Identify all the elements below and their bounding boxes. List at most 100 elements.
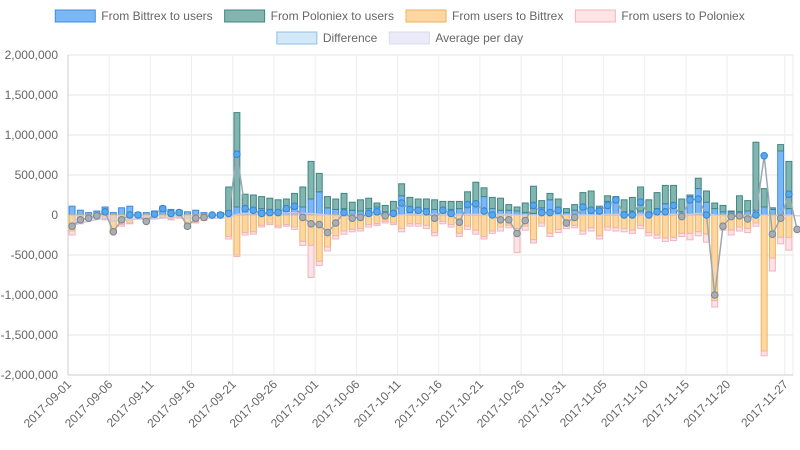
difference-point (793, 225, 800, 234)
difference-point (84, 214, 93, 222)
bar-from-poloniex-to-users (381, 204, 389, 213)
bar-from-users-to-poloniex (694, 231, 702, 237)
difference-point (463, 200, 472, 209)
legend-item-from-bittrex-to-users[interactable]: From Bittrex to users (54, 9, 213, 23)
difference-point (183, 222, 192, 230)
bar-from-poloniex-to-users (521, 202, 529, 214)
bar-from-poloniex-to-users (661, 184, 669, 205)
bar-from-users-to-bittrex (274, 214, 282, 227)
bar-from-poloniex-to-users (777, 144, 785, 152)
difference-point (117, 216, 126, 224)
bar-from-poloniex-to-users (447, 200, 455, 210)
bar-from-poloniex-to-users (513, 206, 521, 212)
difference-point (677, 212, 686, 221)
legend-label: From users to Bittrex (452, 9, 563, 23)
difference-point (101, 208, 109, 216)
difference-point (266, 208, 274, 217)
bar-from-poloniex-to-users (604, 195, 612, 202)
legend-swatch (574, 9, 616, 23)
bar-from-users-to-poloniex (315, 260, 323, 266)
bar-from-users-to-poloniex (620, 228, 628, 233)
difference-point (356, 213, 365, 222)
bar-from-users-to-bittrex (637, 214, 645, 226)
legend-item-from-users-to-poloniex[interactable]: From users to Poloniex (574, 9, 745, 23)
bar-from-bittrex-to-users (118, 207, 126, 216)
difference-point (134, 211, 142, 219)
bar-from-poloniex-to-users (348, 201, 356, 211)
difference-point (595, 207, 604, 215)
legend-item-from-users-to-bittrex[interactable]: From users to Bittrex (405, 9, 563, 23)
legend-swatch (276, 31, 318, 45)
difference-point (628, 211, 637, 219)
y-tick-label: 500,000 (15, 168, 59, 182)
bar-from-poloniex-to-users (703, 190, 710, 203)
difference-point (752, 211, 760, 219)
difference-point (669, 201, 678, 210)
bar-from-users-to-bittrex (464, 214, 472, 227)
bar-from-bittrex-to-users (68, 205, 76, 216)
difference-point (529, 201, 538, 210)
difference-point (546, 208, 554, 217)
difference-point (257, 209, 266, 218)
legend[interactable]: From Bittrex to users From Poloniex to us… (54, 9, 745, 45)
bar-from-users-to-poloniex (414, 223, 422, 227)
bar-from-users-to-poloniex (192, 221, 200, 224)
bar-from-users-to-poloniex (480, 236, 488, 240)
bar-from-users-to-poloniex (241, 232, 249, 236)
difference-point (570, 213, 579, 222)
difference-point (76, 216, 85, 224)
legend-item-difference[interactable]: Difference (276, 31, 378, 45)
difference-point (208, 211, 216, 219)
difference-point (743, 215, 752, 223)
bar-from-bittrex-to-users (332, 208, 340, 216)
legend-swatch (388, 31, 430, 45)
bar-from-poloniex-to-users (538, 200, 546, 209)
legend-label: From users to Poloniex (621, 9, 744, 23)
difference-point (158, 204, 167, 213)
bar-from-users-to-bittrex (398, 214, 406, 230)
bar-from-users-to-bittrex (711, 214, 719, 302)
bar-from-poloniex-to-users (357, 199, 364, 212)
bar-from-poloniex-to-users (694, 177, 702, 190)
bar-from-bittrex-to-users (785, 208, 793, 216)
bar-from-users-to-poloniex (398, 228, 406, 233)
bar-from-users-to-poloniex (389, 222, 397, 226)
bar-from-users-to-poloniex (167, 218, 175, 221)
bar-from-users-to-bittrex (760, 214, 768, 352)
bar-from-users-to-poloniex (530, 239, 537, 244)
bar-from-poloniex-to-users (315, 172, 323, 193)
bar-from-users-to-poloniex (785, 236, 793, 251)
difference-point (307, 220, 315, 228)
bar-from-users-to-poloniex (587, 227, 595, 232)
difference-point (175, 208, 184, 217)
bar-from-users-to-poloniex (422, 224, 430, 230)
difference-point (290, 202, 299, 210)
bar-from-bittrex-to-users (324, 207, 331, 216)
difference-point (447, 209, 455, 218)
bar-from-users-to-poloniex (291, 226, 299, 230)
bar-from-users-to-bittrex (406, 214, 414, 225)
difference-point (785, 190, 793, 198)
difference-point (480, 207, 488, 215)
legend-label: Difference (323, 31, 378, 45)
bar-from-users-to-bittrex (373, 214, 381, 225)
difference-point (694, 195, 703, 203)
bar-from-users-to-poloniex (439, 220, 447, 225)
bar-from-users-to-poloniex (282, 224, 290, 227)
y-tick-label: -1,000,000 (1, 288, 59, 302)
bar-from-users-to-poloniex (258, 224, 266, 228)
legend-item-average-per-day[interactable]: Average per day (388, 31, 523, 45)
legend-item-from-poloniex-to-users[interactable]: From Poloniex to users (224, 9, 394, 23)
difference-point (397, 199, 406, 207)
legend-label: From Bittrex to users (101, 9, 212, 23)
difference-point (241, 204, 249, 213)
bar-from-poloniex-to-users (546, 192, 554, 201)
difference-point (488, 211, 497, 219)
bar-from-users-to-bittrex (661, 214, 669, 239)
bar-from-users-to-poloniex (365, 224, 373, 228)
bar-from-users-to-bittrex (439, 214, 447, 222)
bar-from-users-to-poloniex (406, 223, 414, 227)
y-tick-label: 2,000,000 (5, 48, 59, 62)
bar-from-users-to-bittrex (414, 214, 422, 225)
bar-from-poloniex-to-users (398, 183, 406, 197)
